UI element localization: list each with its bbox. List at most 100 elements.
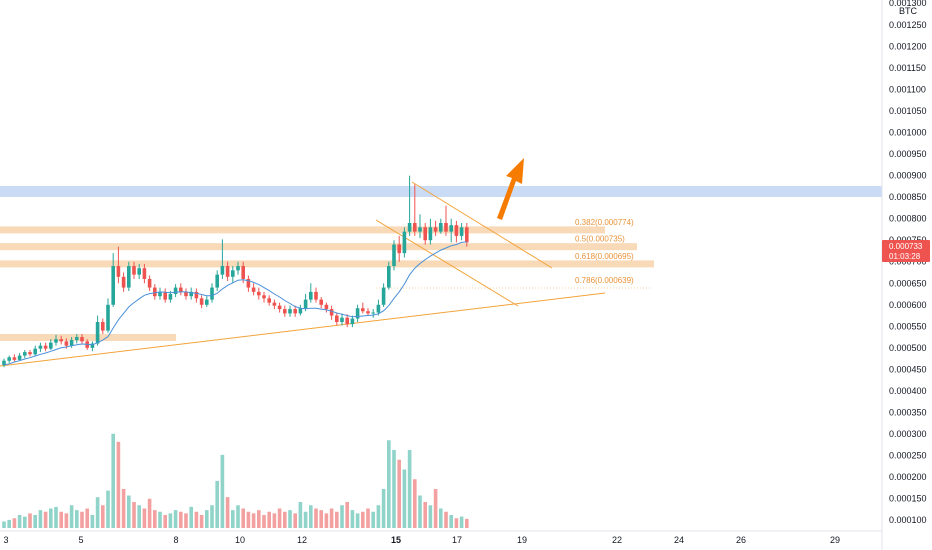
volume-bar bbox=[220, 454, 225, 528]
price-tick-label: 0.000300 bbox=[889, 429, 927, 439]
volume-bar bbox=[314, 508, 318, 528]
candle-body bbox=[199, 298, 204, 305]
fibonacci-zones bbox=[0, 226, 654, 289]
volume-bar bbox=[127, 495, 131, 528]
candle-body bbox=[444, 223, 448, 232]
volume-bar bbox=[7, 519, 11, 528]
candle-body bbox=[121, 276, 126, 288]
volume-bar bbox=[329, 508, 334, 528]
support-zone bbox=[0, 334, 176, 341]
volume-bar bbox=[23, 516, 27, 528]
volume-bar bbox=[132, 502, 136, 528]
volume-bar bbox=[335, 511, 339, 528]
candle-body bbox=[49, 342, 53, 349]
candle-body bbox=[324, 304, 329, 310]
candle-body bbox=[335, 315, 339, 322]
volume-bar bbox=[366, 508, 370, 528]
price-axis: 0.001300 BTC 0.001250 0.001200 0.001150 0.0… bbox=[881, 0, 927, 550]
volume-bar bbox=[350, 510, 355, 528]
candle-body bbox=[345, 317, 349, 325]
candle-body bbox=[288, 309, 292, 314]
candle-body bbox=[303, 299, 308, 309]
candle-body bbox=[59, 339, 63, 342]
wedge-lower-line bbox=[375, 219, 519, 307]
breakout-arrow-icon bbox=[497, 158, 524, 220]
price-tick-label: 0.001050 bbox=[889, 106, 927, 116]
time-axis: 3 5 8 10 12 15 17 19 22 24 26 29 bbox=[0, 530, 882, 545]
price-tick-label: 0.001100 bbox=[889, 85, 926, 95]
candle-body bbox=[127, 266, 131, 288]
time-tick-label: 15 bbox=[391, 535, 401, 545]
price-tick-label: 0.000650 bbox=[889, 278, 927, 288]
volume-bar bbox=[85, 508, 89, 528]
candle-body bbox=[355, 308, 360, 319]
time-tick-label: 22 bbox=[612, 535, 622, 545]
candle-body bbox=[423, 227, 427, 241]
fib-band-2 bbox=[0, 260, 654, 268]
candle-body bbox=[397, 244, 401, 254]
candle-body bbox=[366, 311, 370, 314]
volume-bar bbox=[251, 513, 256, 528]
volume-bar bbox=[95, 497, 100, 528]
candle-body bbox=[418, 227, 422, 232]
candle-body bbox=[189, 291, 193, 297]
volume-bar bbox=[184, 513, 188, 528]
currency-label: BTC bbox=[899, 6, 918, 16]
candle-body bbox=[246, 278, 251, 288]
volume-bar bbox=[454, 518, 459, 528]
volume-bar bbox=[49, 508, 53, 528]
candle-body bbox=[387, 266, 391, 288]
volume-bar bbox=[106, 490, 110, 528]
volume-bar bbox=[231, 510, 235, 528]
time-tick-label: 12 bbox=[297, 535, 307, 545]
volume-bar bbox=[158, 511, 162, 528]
volume-bar bbox=[121, 489, 126, 528]
volume-bar bbox=[283, 511, 287, 528]
candle-body bbox=[251, 287, 256, 292]
price-tick-label: 0.001250 bbox=[889, 20, 927, 30]
resistance-zone bbox=[0, 186, 882, 197]
volume-bar bbox=[54, 506, 58, 528]
volume-bar bbox=[402, 469, 407, 528]
volume-bar bbox=[236, 505, 240, 528]
candle-body bbox=[215, 274, 219, 288]
volume-bar bbox=[137, 505, 141, 528]
fib-band-0 bbox=[0, 226, 605, 234]
candle-body bbox=[309, 291, 313, 300]
candle-body bbox=[433, 227, 438, 232]
candle-body bbox=[402, 231, 407, 254]
candle-body bbox=[220, 266, 225, 275]
volume-bar bbox=[392, 450, 396, 528]
time-tick-label: 19 bbox=[517, 535, 527, 545]
volume-bar bbox=[142, 508, 147, 528]
candle-body bbox=[95, 322, 100, 344]
price-tick-label: 0.000150 bbox=[889, 493, 927, 503]
price-tick-label: 0.000200 bbox=[889, 472, 927, 482]
volume-bar bbox=[272, 513, 277, 528]
fib-label: 0.382(0.000774) bbox=[575, 218, 634, 227]
volume-bar bbox=[189, 506, 193, 528]
candle-body bbox=[173, 287, 178, 295]
bar-countdown: 01:03:28 bbox=[889, 252, 921, 261]
volume-bar bbox=[153, 510, 157, 528]
price-tick-label: 0.000950 bbox=[889, 149, 927, 159]
volume-bar bbox=[43, 511, 48, 528]
volume-bar bbox=[28, 513, 32, 528]
candle-body bbox=[184, 291, 188, 297]
volume-bar bbox=[381, 489, 386, 528]
price-tick-label: 0.001200 bbox=[889, 42, 927, 52]
candle-body bbox=[392, 244, 396, 267]
candle-body bbox=[43, 345, 48, 349]
volume-bar bbox=[387, 440, 391, 528]
candle-body bbox=[69, 340, 74, 346]
volume-bar bbox=[225, 497, 230, 528]
volume-bar bbox=[80, 511, 84, 528]
candle-body bbox=[158, 291, 162, 297]
time-tick-label: 10 bbox=[235, 535, 245, 545]
volume-bar bbox=[439, 508, 443, 528]
fib-band-1 bbox=[0, 243, 637, 251]
volume-bar bbox=[293, 513, 297, 528]
fibonacci-labels: 0.382(0.000774) 0.5(0.000735) 0.618(0.0006… bbox=[575, 218, 634, 285]
candle-body bbox=[465, 227, 469, 243]
